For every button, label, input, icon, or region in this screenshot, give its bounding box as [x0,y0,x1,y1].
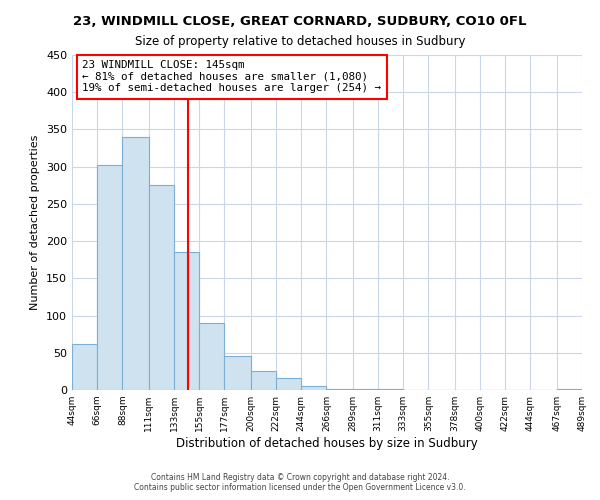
Y-axis label: Number of detached properties: Number of detached properties [31,135,40,310]
Text: 23, WINDMILL CLOSE, GREAT CORNARD, SUDBURY, CO10 0FL: 23, WINDMILL CLOSE, GREAT CORNARD, SUDBU… [73,15,527,28]
Bar [122,137,149,390]
Bar [301,386,326,390]
Bar [174,252,199,390]
Bar [557,388,582,390]
Bar [326,388,353,390]
Bar [199,323,224,390]
Bar [224,356,251,390]
Bar [149,186,174,390]
Text: Contains HM Land Registry data © Crown copyright and database right 2024.
Contai: Contains HM Land Registry data © Crown c… [134,473,466,492]
Text: 23 WINDMILL CLOSE: 145sqm
← 81% of detached houses are smaller (1,080)
19% of se: 23 WINDMILL CLOSE: 145sqm ← 81% of detac… [82,60,381,93]
Bar [276,378,301,390]
Bar [97,165,122,390]
X-axis label: Distribution of detached houses by size in Sudbury: Distribution of detached houses by size … [176,437,478,450]
Bar [72,344,97,390]
Bar [251,372,276,390]
Text: Size of property relative to detached houses in Sudbury: Size of property relative to detached ho… [135,35,465,48]
